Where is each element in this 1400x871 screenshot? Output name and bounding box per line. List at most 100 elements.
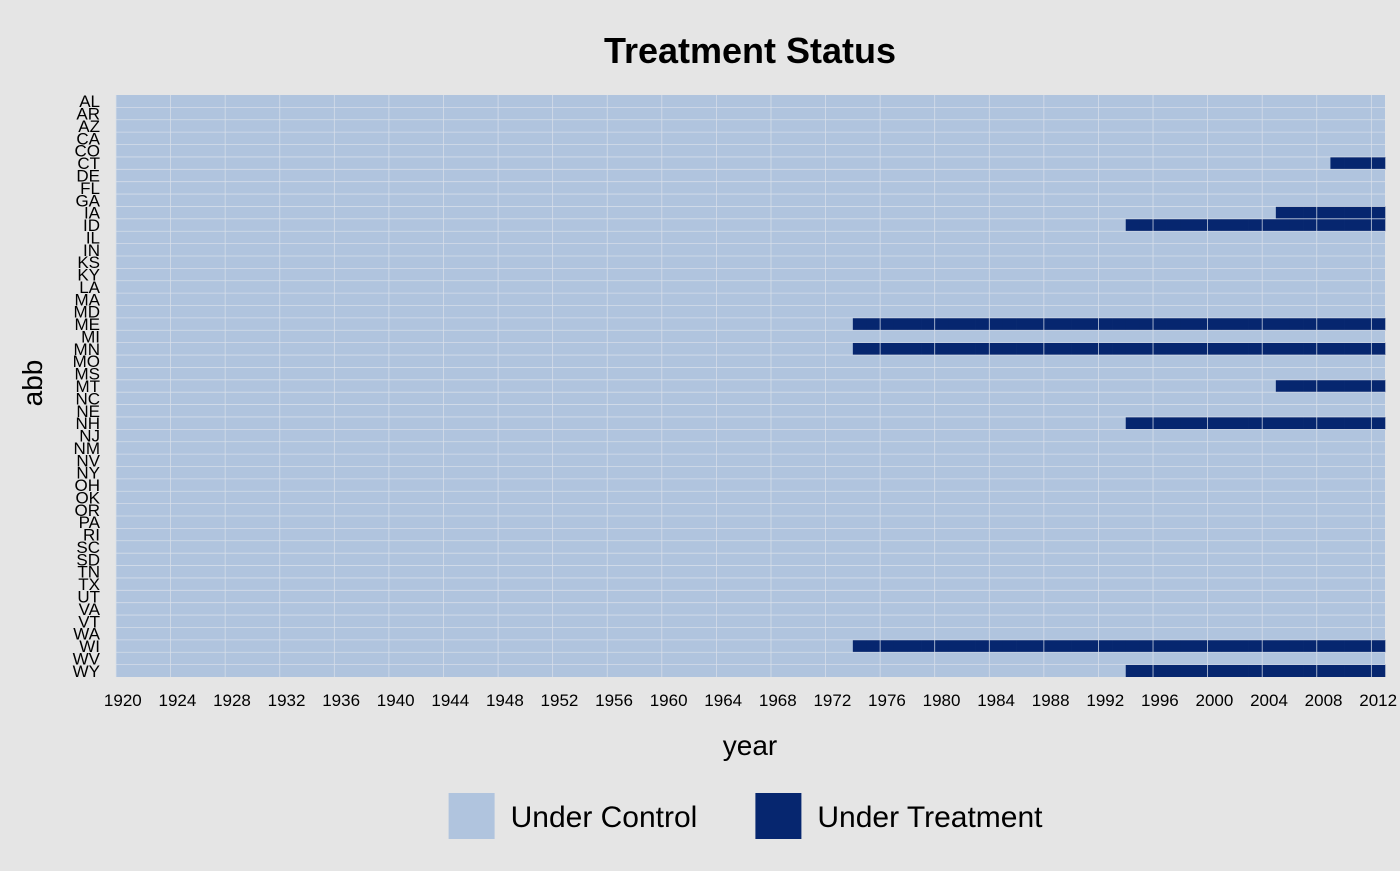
treated-cell-NH-2006 xyxy=(1289,416,1304,430)
y-tick-label-WI: WI xyxy=(79,637,100,656)
y-tick-label-SD: SD xyxy=(76,550,100,569)
treated-cell-MN-2004 xyxy=(1262,342,1277,356)
treated-cell-WY-2012 xyxy=(1371,664,1386,677)
treated-cell-ME-2003 xyxy=(1248,317,1263,331)
treated-cell-MN-1991 xyxy=(1084,342,1099,356)
y-tick-label-GA: GA xyxy=(75,191,100,210)
treated-cell-WY-2001 xyxy=(1221,664,1236,677)
y-tick-label-WV: WV xyxy=(73,649,101,668)
treated-cell-WY-1999 xyxy=(1193,664,1208,677)
treated-cell-WI-1979 xyxy=(921,639,936,653)
y-tick-label-MO: MO xyxy=(73,352,100,371)
x-tick-label-2000: 2000 xyxy=(1196,691,1234,710)
y-tick-label-CA: CA xyxy=(76,129,100,148)
y-tick-label-MS: MS xyxy=(75,365,101,384)
treated-cell-ID-1996 xyxy=(1153,218,1167,232)
treated-cell-ME-1985 xyxy=(1002,317,1017,331)
treated-cell-MN-1984 xyxy=(989,342,1004,356)
treated-cell-WY-2010 xyxy=(1344,664,1359,677)
treated-cell-IA-2009 xyxy=(1330,206,1345,219)
treated-cell-MN-2000 xyxy=(1207,342,1222,356)
treated-cell-ME-1988 xyxy=(1043,317,1058,331)
treated-cell-ME-1994 xyxy=(1125,317,1140,331)
x-tick-label-1976: 1976 xyxy=(868,691,906,710)
treated-cell-WI-1986 xyxy=(1016,639,1031,653)
treated-cell-MN-1978 xyxy=(907,342,922,356)
treated-cell-IA-2005 xyxy=(1275,206,1290,219)
treated-cell-WI-1994 xyxy=(1125,639,1140,653)
treated-cell-IA-2010 xyxy=(1344,206,1359,219)
treated-cell-WY-2003 xyxy=(1248,664,1263,677)
y-tick-label-MI: MI xyxy=(81,327,100,346)
treated-cell-WI-1997 xyxy=(1166,639,1181,653)
treated-cell-ME-1993 xyxy=(1112,317,1127,331)
treated-cell-WY-1998 xyxy=(1180,664,1195,677)
treated-cell-ME-2005 xyxy=(1275,317,1290,331)
treated-cell-ME-2008 xyxy=(1316,317,1331,331)
treated-cell-WI-1983 xyxy=(975,639,990,653)
treated-cell-WI-2011 xyxy=(1357,639,1372,653)
y-tick-label-ME: ME xyxy=(75,315,101,334)
treated-cell-NH-1998 xyxy=(1180,416,1195,430)
treated-cell-ME-1990 xyxy=(1071,317,1086,331)
treated-cell-WI-1987 xyxy=(1030,639,1045,653)
treated-cell-WI-2008 xyxy=(1316,639,1331,653)
treated-cell-MN-1974 xyxy=(852,342,867,356)
y-tick-label-WA: WA xyxy=(73,625,100,644)
treated-cell-ME-1992 xyxy=(1098,317,1113,331)
treated-cell-ME-1974 xyxy=(852,317,867,331)
x-tick-label-2008: 2008 xyxy=(1305,691,1343,710)
treated-cell-ME-1995 xyxy=(1139,317,1154,331)
treated-cell-WI-1981 xyxy=(948,639,963,653)
y-tick-label-NY: NY xyxy=(76,464,100,483)
treated-cell-ID-1994 xyxy=(1125,218,1140,232)
treated-cell-MT-2010 xyxy=(1344,379,1359,393)
treated-cell-NH-1994 xyxy=(1125,416,1140,430)
treated-cell-MT-2011 xyxy=(1357,379,1372,393)
treated-cell-WI-1984 xyxy=(989,639,1004,653)
treated-cell-MN-2006 xyxy=(1289,342,1304,356)
treated-cell-ME-1998 xyxy=(1180,317,1195,331)
x-tick-label-1944: 1944 xyxy=(431,691,469,710)
treated-cell-NH-2011 xyxy=(1357,416,1372,430)
legend-label-1: Under Treatment xyxy=(817,801,1043,834)
treated-cell-MN-1975 xyxy=(866,342,881,356)
y-tick-label-SC: SC xyxy=(76,538,100,557)
y-tick-label-VA: VA xyxy=(79,600,101,619)
treated-cell-WI-1993 xyxy=(1112,639,1127,653)
legend: Under Control Under Treatment xyxy=(448,793,1043,839)
y-tick-label-AZ: AZ xyxy=(78,117,100,136)
treated-cell-WY-2004 xyxy=(1262,664,1277,677)
treated-cell-ME-2010 xyxy=(1344,317,1359,331)
treated-cell-WY-1994 xyxy=(1125,664,1140,677)
y-tick-label-AL: AL xyxy=(79,92,100,111)
treated-cell-WI-2004 xyxy=(1262,639,1277,653)
treated-cell-ID-1998 xyxy=(1180,218,1195,232)
y-tick-label-OR: OR xyxy=(75,501,101,520)
treated-cell-WY-2002 xyxy=(1234,664,1249,677)
treated-cell-ID-2011 xyxy=(1357,218,1372,232)
treated-cell-CT-2009 xyxy=(1330,156,1345,170)
treated-cell-MN-1999 xyxy=(1193,342,1208,356)
treated-cell-WI-1991 xyxy=(1084,639,1099,653)
treated-cell-WI-2006 xyxy=(1289,639,1304,653)
treated-cell-ME-2002 xyxy=(1234,317,1249,331)
x-tick-label-1948: 1948 xyxy=(486,691,524,710)
x-axis-tick-labels: 1920 1924 1928 1932 1936 1940 1944 1948 1952 1956… xyxy=(104,691,1397,710)
treated-cell-ME-1979 xyxy=(921,317,936,331)
y-axis-label: abb xyxy=(17,360,48,407)
treated-cell-MN-2011 xyxy=(1357,342,1372,356)
y-tick-label-UT: UT xyxy=(77,588,100,607)
treated-cell-WY-2011 xyxy=(1357,664,1372,677)
x-tick-label-1964: 1964 xyxy=(704,691,742,710)
y-tick-label-OK: OK xyxy=(75,488,100,507)
treated-cell-ME-1980 xyxy=(934,317,949,331)
treated-cell-WI-2000 xyxy=(1207,639,1222,653)
treated-cell-NH-1995 xyxy=(1139,416,1154,430)
treated-cell-WY-1996 xyxy=(1153,664,1167,677)
legend-swatch-0 xyxy=(448,793,495,839)
treated-cell-MN-2002 xyxy=(1234,342,1249,356)
treated-cell-ME-2012 xyxy=(1371,317,1386,331)
y-tick-label-AR: AR xyxy=(76,105,100,124)
treated-cell-NH-2000 xyxy=(1207,416,1222,430)
